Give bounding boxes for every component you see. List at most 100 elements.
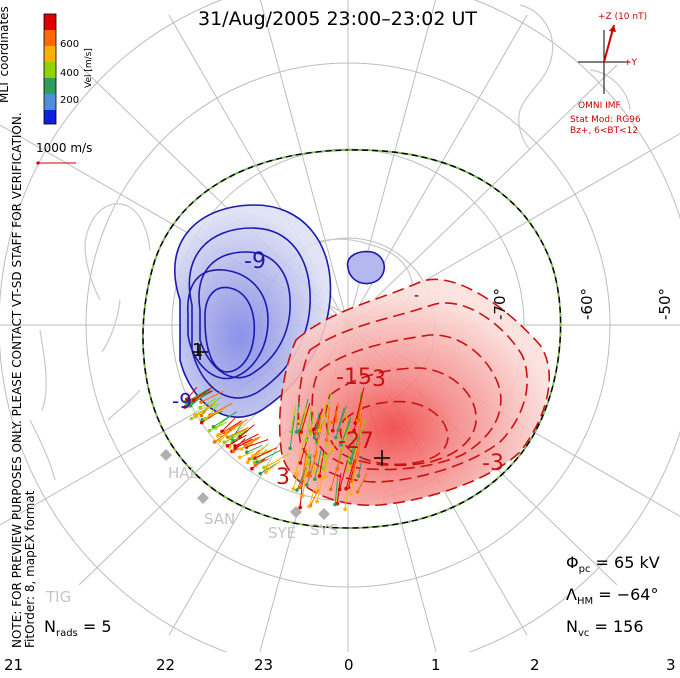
velocity-vector-dot — [293, 472, 298, 477]
velocity-vector — [233, 443, 253, 452]
radar-sites — [160, 449, 330, 520]
velocity-vector-dot — [264, 470, 268, 475]
heppner-maynard-boundary — [142, 149, 562, 529]
velocity-vector — [209, 421, 227, 432]
velocity-vector-dot — [345, 468, 349, 473]
velocity-vector-dot — [264, 465, 268, 470]
mlt-label: 23 — [254, 656, 273, 674]
mlt-label: 0 — [344, 656, 354, 674]
velocity-vector-dot — [321, 466, 325, 471]
colorbar-tick: 400 — [60, 68, 79, 79]
velocity-vector-dot — [298, 505, 302, 510]
velocity-vector — [359, 402, 363, 422]
velocity-vector — [357, 472, 368, 493]
velocity-vector-dot — [296, 419, 301, 424]
velocity-vector — [209, 402, 233, 416]
velocity-vector-dot — [343, 507, 347, 512]
velocity-vector-dot — [306, 473, 310, 478]
radar-label: TIG — [45, 588, 71, 606]
velocity-vector-dot — [198, 405, 202, 410]
velocity-vector-dot — [295, 488, 299, 492]
radar-count: Nrads = 5 — [44, 617, 112, 639]
lambda-value: = −64° — [598, 585, 659, 604]
velocity-vector — [314, 448, 322, 480]
velocity-vector — [347, 460, 357, 488]
mlt-label: 1 — [431, 656, 441, 674]
velocity-vector-dot — [297, 485, 302, 490]
hm-boundary-latitude: ΛHM = −64° — [566, 585, 658, 607]
velocity-vector — [193, 386, 214, 401]
velocity-vector — [241, 438, 259, 450]
velocity-vector — [239, 450, 254, 458]
velocity-vector-dot — [291, 487, 296, 491]
preview-note: MLT coordinates NOTE: FOR PREVIEW PURPOS… — [0, 6, 37, 648]
velocity-vector-dot — [301, 493, 305, 498]
velocity-vector — [230, 419, 248, 431]
velocity-vector — [213, 411, 238, 428]
velocity-vector-dot — [333, 502, 337, 507]
velocity-vector — [300, 407, 309, 429]
velocity-vector — [345, 459, 355, 489]
latitude-label: -70° — [491, 288, 509, 320]
velocity-vector-dot — [207, 428, 212, 433]
velocity-vector — [331, 405, 340, 423]
velocity-vector — [315, 413, 322, 434]
potential-markers — [192, 344, 390, 466]
vector-count: Nvc = 156 — [566, 617, 644, 639]
velocity-vector-dot — [245, 450, 249, 455]
velocity-vector-dot — [355, 418, 360, 423]
velocity-vector-dot — [255, 460, 260, 464]
phi-value: = 65 kV — [595, 553, 660, 572]
velocity-vector-dot — [253, 463, 258, 468]
velocity-vector — [309, 489, 319, 506]
velocity-vector — [336, 449, 342, 470]
velocity-vector — [296, 467, 307, 491]
velocity-vector — [186, 386, 198, 400]
velocity-vector-dot — [299, 430, 304, 434]
velocity-vector — [299, 473, 306, 488]
velocity-vector-dot — [311, 427, 316, 432]
contour-label: - — [414, 288, 419, 304]
contour-label: 3 — [372, 367, 386, 392]
velocity-vector-dot — [317, 474, 322, 478]
velocity-vector — [309, 450, 318, 476]
velocity-vector-dot — [212, 440, 217, 444]
velocity-vector — [265, 460, 281, 473]
radar-label: SYE — [268, 524, 296, 542]
velocity-vector-dot — [349, 492, 353, 496]
velocity-vector-dot — [185, 402, 189, 407]
velocity-vector — [339, 460, 348, 490]
velocity-vector-dot — [305, 483, 309, 487]
nvc-value: = 156 — [594, 617, 644, 636]
velocity-vector — [335, 407, 345, 438]
velocity-vector-dot — [228, 427, 233, 432]
velocity-vector — [260, 462, 278, 474]
nvc-symbol: N — [566, 617, 578, 636]
contour-label: -9 — [244, 249, 266, 274]
velocity-vector-dot — [183, 405, 187, 409]
velocity-vector — [306, 446, 311, 464]
velocity-vector — [295, 439, 305, 475]
nrads-subscript: rads — [55, 628, 78, 640]
velocity-vector-dot — [188, 404, 193, 408]
velocity-vector — [223, 432, 244, 443]
velocity-vector-dot — [211, 425, 216, 429]
velocity-vector-dot — [184, 397, 189, 402]
velocity-vector-dot — [191, 398, 196, 402]
imf-source: OMNI IMF — [578, 101, 621, 111]
velocity-vector — [350, 462, 357, 495]
velocity-vector — [227, 434, 247, 447]
velocity-vector — [351, 442, 355, 459]
contour-label: 3 — [276, 465, 290, 490]
velocity-vector-dot — [344, 486, 348, 491]
velocity-vector-dot — [252, 460, 257, 465]
velocity-vector-dot — [238, 434, 242, 439]
reference-vector-dot — [36, 161, 40, 165]
velocity-vector-dot — [307, 504, 311, 509]
mlt-label: 21 — [4, 656, 23, 674]
velocity-vector-dot — [334, 435, 338, 440]
velocity-vector — [318, 402, 327, 431]
velocity-vector-dot — [330, 428, 335, 433]
velocity-vector-dot — [322, 455, 327, 459]
velocity-vector-dot — [288, 446, 292, 451]
